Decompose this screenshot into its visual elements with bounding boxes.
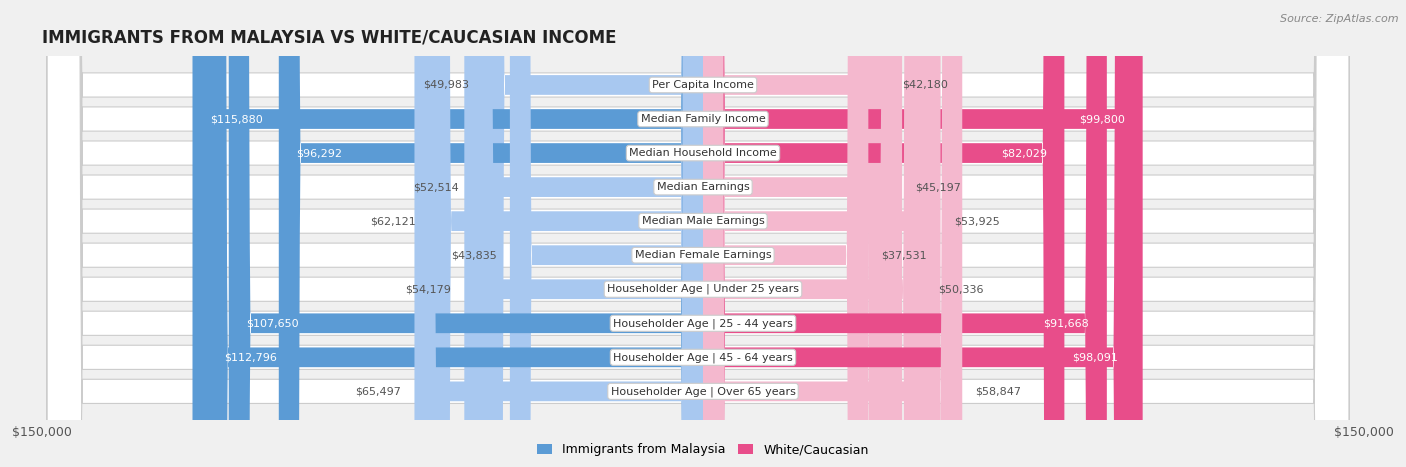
Text: $45,197: $45,197 — [915, 182, 962, 192]
Text: Source: ZipAtlas.com: Source: ZipAtlas.com — [1281, 14, 1399, 24]
FancyBboxPatch shape — [510, 0, 703, 467]
Text: Householder Age | 45 - 64 years: Householder Age | 45 - 64 years — [613, 352, 793, 362]
FancyBboxPatch shape — [703, 0, 1135, 467]
FancyBboxPatch shape — [193, 0, 703, 467]
FancyBboxPatch shape — [415, 0, 703, 467]
Text: Median Family Income: Median Family Income — [641, 114, 765, 124]
Text: $91,668: $91,668 — [1043, 318, 1090, 328]
Text: Householder Age | Under 25 years: Householder Age | Under 25 years — [607, 284, 799, 295]
Text: Median Earnings: Median Earnings — [657, 182, 749, 192]
FancyBboxPatch shape — [703, 0, 1107, 467]
FancyBboxPatch shape — [703, 0, 925, 467]
FancyBboxPatch shape — [703, 0, 903, 467]
FancyBboxPatch shape — [48, 0, 1348, 467]
Text: Median Household Income: Median Household Income — [628, 148, 778, 158]
FancyBboxPatch shape — [464, 0, 703, 467]
Text: $62,121: $62,121 — [370, 216, 416, 226]
Text: $42,180: $42,180 — [903, 80, 948, 90]
Text: Per Capita Income: Per Capita Income — [652, 80, 754, 90]
FancyBboxPatch shape — [429, 0, 703, 467]
Text: $50,336: $50,336 — [938, 284, 983, 294]
FancyBboxPatch shape — [703, 0, 889, 467]
FancyBboxPatch shape — [48, 0, 1348, 467]
Text: Median Male Earnings: Median Male Earnings — [641, 216, 765, 226]
FancyBboxPatch shape — [48, 0, 1348, 467]
Text: $49,983: $49,983 — [423, 80, 470, 90]
FancyBboxPatch shape — [471, 0, 703, 467]
Text: $43,835: $43,835 — [451, 250, 496, 260]
FancyBboxPatch shape — [278, 0, 703, 467]
FancyBboxPatch shape — [703, 0, 1064, 467]
FancyBboxPatch shape — [48, 0, 1348, 467]
FancyBboxPatch shape — [703, 0, 869, 467]
Text: IMMIGRANTS FROM MALAYSIA VS WHITE/CAUCASIAN INCOME: IMMIGRANTS FROM MALAYSIA VS WHITE/CAUCAS… — [42, 28, 617, 46]
FancyBboxPatch shape — [48, 0, 1348, 467]
FancyBboxPatch shape — [48, 0, 1348, 467]
Text: $107,650: $107,650 — [246, 318, 299, 328]
FancyBboxPatch shape — [703, 0, 941, 467]
FancyBboxPatch shape — [703, 0, 1143, 467]
Text: $58,847: $58,847 — [976, 386, 1022, 396]
FancyBboxPatch shape — [703, 0, 962, 467]
Text: $82,029: $82,029 — [1001, 148, 1046, 158]
FancyBboxPatch shape — [48, 0, 1348, 467]
FancyBboxPatch shape — [482, 0, 703, 467]
Text: $37,531: $37,531 — [882, 250, 927, 260]
Text: Householder Age | 25 - 44 years: Householder Age | 25 - 44 years — [613, 318, 793, 328]
Text: Median Female Earnings: Median Female Earnings — [634, 250, 772, 260]
Legend: Immigrants from Malaysia, White/Caucasian: Immigrants from Malaysia, White/Caucasia… — [533, 439, 873, 461]
Text: $99,800: $99,800 — [1080, 114, 1125, 124]
Text: $54,179: $54,179 — [405, 284, 451, 294]
Text: $52,514: $52,514 — [413, 182, 458, 192]
FancyBboxPatch shape — [48, 0, 1348, 467]
FancyBboxPatch shape — [207, 0, 703, 467]
Text: $98,091: $98,091 — [1071, 352, 1118, 362]
FancyBboxPatch shape — [48, 0, 1348, 467]
Text: $65,497: $65,497 — [356, 386, 401, 396]
FancyBboxPatch shape — [229, 0, 703, 467]
Text: Householder Age | Over 65 years: Householder Age | Over 65 years — [610, 386, 796, 396]
Text: $53,925: $53,925 — [953, 216, 1000, 226]
Text: $96,292: $96,292 — [297, 148, 343, 158]
Text: $112,796: $112,796 — [224, 352, 277, 362]
FancyBboxPatch shape — [48, 0, 1348, 467]
Text: $115,880: $115,880 — [209, 114, 263, 124]
